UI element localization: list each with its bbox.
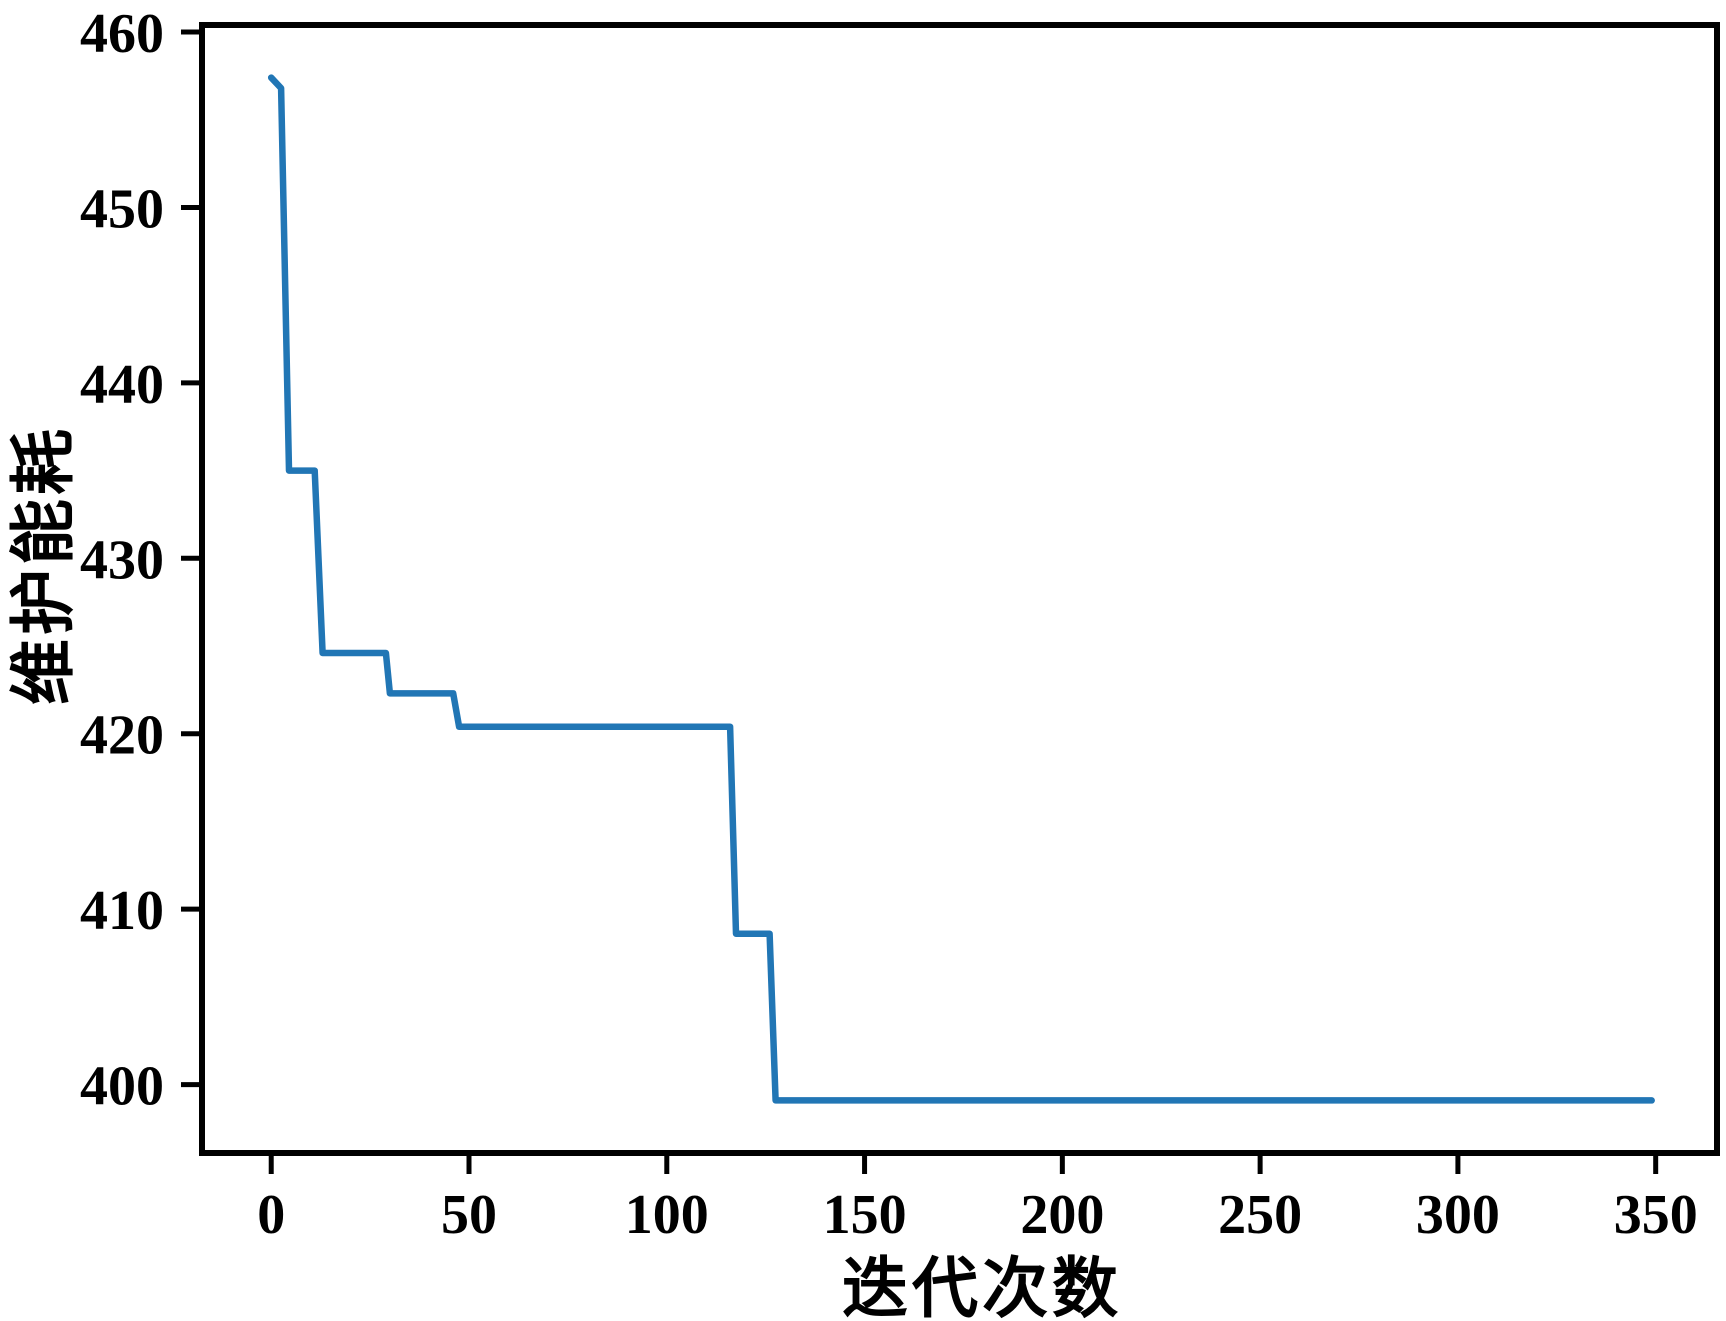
x-tick-label: 150 (823, 1184, 907, 1246)
y-tick-label: 420 (80, 705, 164, 767)
x-tick-label: 250 (1218, 1184, 1302, 1246)
x-tick-label: 300 (1416, 1184, 1500, 1246)
y-tick-label: 400 (80, 1056, 164, 1118)
x-axis-label: 迭代次数 (842, 1253, 1122, 1321)
plot-frame (199, 22, 1720, 1156)
y-tick-label: 450 (80, 178, 164, 240)
y-tick-label: 430 (80, 529, 164, 591)
y-axis-label: 维护能耗 (8, 425, 81, 705)
x-tick-label: 50 (441, 1184, 497, 1246)
series-line (267, 74, 1655, 1104)
y-tick-label: 410 (80, 880, 164, 942)
x-tick-label: 0 (257, 1184, 285, 1246)
y-tick-label: 460 (80, 3, 164, 65)
x-tick-label: 350 (1614, 1184, 1698, 1246)
y-tick-label: 440 (80, 354, 164, 416)
x-tick-label: 100 (625, 1184, 709, 1246)
x-tick-label: 200 (1020, 1184, 1104, 1246)
